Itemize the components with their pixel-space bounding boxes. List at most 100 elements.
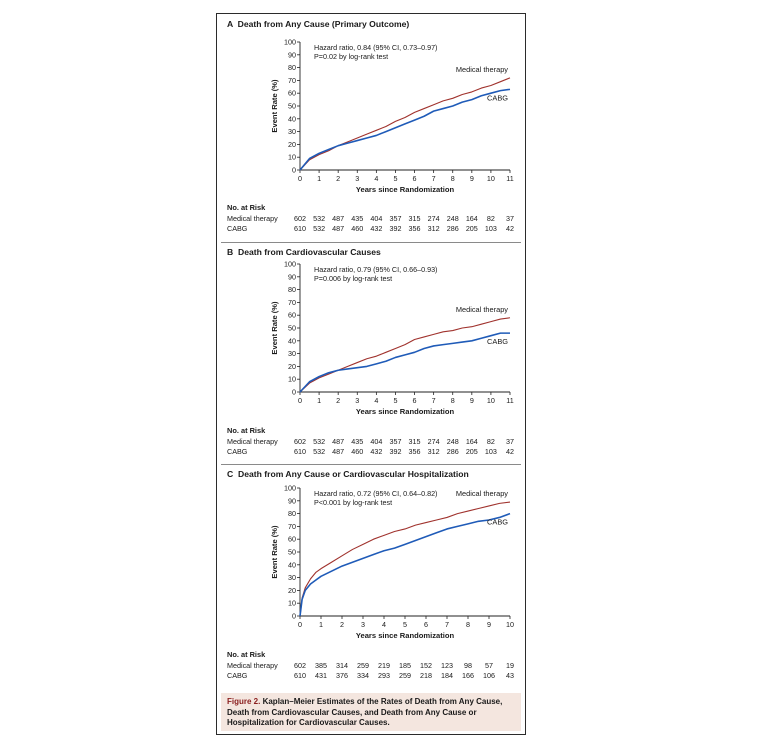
panel-a-at-risk-medical-value: 37 [506, 214, 514, 223]
panel-b-at-risk-medical-value: 532 [313, 437, 326, 446]
panel-c-x-tick-label: 0 [298, 620, 302, 629]
panel-c-x-tick-label: 3 [361, 620, 365, 629]
panel-a-x-tick-label: 11 [506, 174, 513, 183]
panel-c-medical-therapy-label: Medical therapy [456, 489, 508, 498]
panel-a-at-risk-medical-value: 82 [486, 214, 495, 223]
panel-a-at-risk-medical-value: 248 [446, 214, 459, 223]
panel-b-x-tick-label: 11 [506, 396, 513, 405]
panel-a-at-risk-medical-value: 274 [427, 214, 440, 223]
panel-c-annotation-line: P<0.001 by log-rank test [314, 498, 392, 507]
panel-c-x-tick-label: 2 [340, 620, 344, 629]
panel-b-y-tick-label: 30 [288, 349, 296, 358]
panel-b-at-risk-cabg-value: 610 [294, 447, 306, 456]
panel-a: A Death from Any Cause (Primary Outcome)… [221, 14, 521, 243]
panel-c-x-tick-label: 4 [382, 620, 386, 629]
panel-c-at-risk-cabg-value: 293 [378, 671, 390, 680]
panel-a-at-risk-cabg-value: 312 [427, 224, 440, 233]
panel-b-at-risk-medical-value: 164 [465, 437, 478, 446]
panel-b-y-tick-label: 80 [288, 285, 296, 294]
panel-c-y-tick-label: 40 [288, 560, 296, 569]
panel-b-chart: 0 10 20 30 40 50 60 70 80 90 100 0 1 2 3 4 5 6 7 8 9 10 11 Year… [270, 260, 514, 417]
panel-a-y-axis-label: Event Rate (%) [270, 79, 279, 133]
panel-b-at-risk-medical-label: Medical therapy [227, 437, 278, 446]
panel-b-medical-therapy-label: Medical therapy [456, 305, 508, 314]
panel-a-x-tick-label: 0 [298, 174, 302, 183]
panel-b-at-risk-cabg-value: 42 [506, 447, 514, 456]
panel-c-at-risk-medical-value: 185 [399, 661, 411, 670]
panel-c-at-risk-medical-value: 602 [294, 661, 306, 670]
panel-c-y-tick-label: 20 [288, 586, 296, 595]
panel-b-at-risk-medical-value: 37 [506, 437, 514, 446]
panel-a-x-tick-label: 4 [374, 174, 378, 183]
panel-a-x-tick-label: 5 [393, 174, 397, 183]
panel-a-at-risk-cabg-value: 487 [332, 224, 345, 233]
panel-a-at-risk-cabg-value: 532 [313, 224, 326, 233]
panel-c-y-tick-label: 10 [288, 599, 296, 608]
panel-c-at-risk-cabg-value: 376 [336, 671, 348, 680]
panel-b-at-risk-medical-value: 82 [486, 437, 495, 446]
panel-c-x-tick-label: 9 [487, 620, 491, 629]
panel-b-title-text: Death from Cardiovascular Causes [238, 247, 381, 257]
panel-a-y-tick-label: 80 [288, 63, 296, 72]
panel-c-at-risk-cabg-value: 259 [399, 671, 411, 680]
panel-b-x-tick-label: 0 [298, 396, 302, 405]
panel-b-at-risk-cabg-value: 532 [313, 447, 326, 456]
panel-a-title: A Death from Any Cause (Primary Outcome) [227, 19, 409, 29]
panel-b-at-risk-cabg-value: 392 [389, 447, 402, 456]
caption-text: Kaplan–Meier Estimates of the Rates of D… [227, 697, 503, 727]
panel-b-at-risk-medical-value: 602 [294, 437, 306, 446]
panel-a-y-tick-label: 90 [288, 50, 296, 59]
panel-b-at-risk-cabg-value: 487 [332, 447, 345, 456]
panel-c-y-axis-label: Event Rate (%) [270, 525, 279, 579]
panel-a-cabg-label: CABG [487, 93, 508, 102]
panel-b-at-risk-medical-value: 404 [370, 437, 383, 446]
figure: A Death from Any Cause (Primary Outcome)… [216, 13, 526, 735]
panel-b-x-tick-label: 10 [487, 396, 495, 405]
panel-c-title: C Death from Any Cause or Cardiovascular… [227, 469, 469, 479]
panel-b-y-tick-label: 20 [288, 362, 296, 371]
panel-b-at-risk-medical-value: 487 [332, 437, 345, 446]
panel-a-y-tick-label: 40 [288, 114, 296, 123]
panel-c-y-tick-label: 70 [288, 522, 296, 531]
panel-a-at-risk-cabg-value: 610 [294, 224, 306, 233]
panel-a-x-tick-label: 7 [432, 174, 436, 183]
panel-b-at-risk-cabg-value: 312 [427, 447, 440, 456]
panel-b-x-tick-label: 5 [393, 396, 397, 405]
panel-c-x-tick-label: 8 [466, 620, 470, 629]
panel-b-cabg-label: CABG [487, 337, 508, 346]
panel-c-y-tick-label: 90 [288, 496, 296, 505]
panel-a-x-tick-label: 1 [317, 174, 321, 183]
panel-c-at-risk-cabg-value: 218 [420, 671, 432, 680]
panel-c-at-risk-medical-value: 385 [315, 661, 327, 670]
panel-b-x-tick-label: 1 [317, 396, 321, 405]
panel-a-letter: A [227, 19, 233, 29]
panel-c-at-risk-medical-value: 219 [378, 661, 390, 670]
panel-a-annotation-line: Hazard ratio, 0.84 (95% CI, 0.73–0.97) [314, 43, 437, 52]
panel-b-x-tick-label: 6 [413, 396, 417, 405]
caption-label: Figure 2. [227, 697, 261, 706]
panel-b-at-risk-title: No. at Risk [227, 426, 266, 435]
panel-b-y-tick-label: 40 [288, 336, 296, 345]
panel-b-at-risk-cabg-value: 205 [465, 447, 478, 456]
panel-b-y-tick-label: 90 [288, 272, 296, 281]
panel-a-y-tick-label: 10 [288, 153, 296, 162]
panel-a-at-risk-cabg-value: 205 [465, 224, 478, 233]
panel-c-at-risk-medical-value: 57 [485, 661, 493, 670]
panel-b-y-tick-label: 70 [288, 298, 296, 307]
panel-c-cabg-label: CABG [487, 518, 508, 527]
panel-c-x-tick-label: 1 [319, 620, 323, 629]
panel-b-letter: B [227, 247, 234, 257]
panel-a-y-tick-label: 70 [288, 76, 296, 85]
panel-c-x-tick-label: 6 [424, 620, 428, 629]
panel-a-at-risk-medical-value: 435 [351, 214, 364, 223]
panel-c-at-risk-cabg-value: 334 [357, 671, 369, 680]
panel-b-at-risk-cabg-value: 460 [351, 447, 364, 456]
panel-c-y-tick-label: 30 [288, 573, 296, 582]
panel-c-at-risk-medical-value: 152 [420, 661, 432, 670]
panel-a-x-tick-label: 3 [355, 174, 359, 183]
panel-a-at-risk-cabg-value: 286 [446, 224, 459, 233]
panel-c-y-tick-label: 100 [284, 484, 296, 493]
panel-a-at-risk-medical-value: 532 [313, 214, 326, 223]
panel-a-at-risk-cabg-value: 432 [370, 224, 383, 233]
panel-c-y-tick-label: 0 [292, 612, 296, 621]
